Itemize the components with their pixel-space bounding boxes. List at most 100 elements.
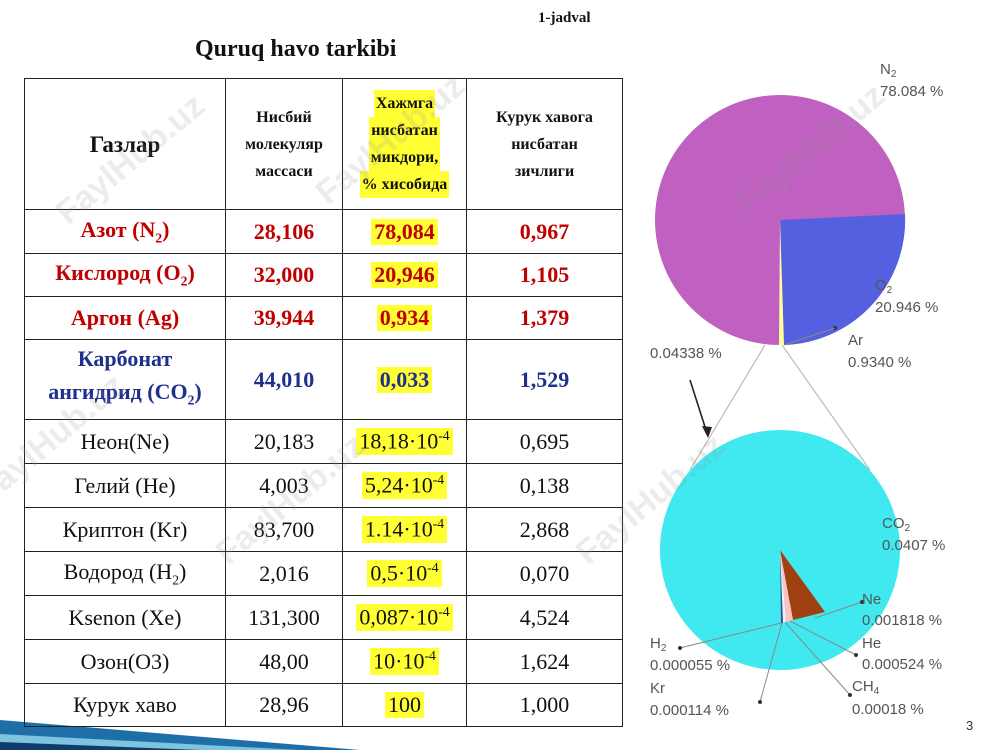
mass-cell: 2,016 — [225, 551, 343, 596]
value-he: 0.000524 % — [862, 656, 942, 673]
label-ar: Ar — [848, 332, 863, 349]
mass-cell: 83,700 — [225, 507, 343, 552]
header-text: зичлиги — [514, 162, 575, 180]
table-row: Ksenon (Xe) 131,300 0,087·10-4 4,524 — [24, 595, 623, 640]
gas-name: Озон(O3) — [24, 639, 226, 684]
value-n2: 78.084 % — [880, 83, 943, 100]
pie-slice-ne — [780, 550, 825, 620]
table-label: 1-jadval — [538, 10, 591, 26]
header-text: Курук хавога — [496, 108, 593, 126]
value-o2: 20.946 % — [875, 299, 938, 316]
label-ch4: CH4 — [852, 678, 880, 697]
table-row: Кислород (O2) 32,000 20,946 1,105 — [24, 253, 623, 297]
volume-cell: 0,5·10-4 — [342, 551, 467, 596]
mass-cell: 131,300 — [225, 595, 343, 640]
mass-cell: 32,000 — [225, 253, 343, 297]
gas-name: Гелий (He) — [24, 463, 226, 508]
gas-name: Кислород (O2) — [24, 253, 226, 297]
value-ch4: 0.00018 % — [852, 701, 924, 718]
value-kr: 0.000114 % — [650, 702, 729, 719]
header-text: Хажмга — [373, 90, 436, 117]
volume-cell: 0,033 — [342, 339, 467, 420]
header-text: нисбатан — [369, 117, 440, 144]
header-gases: Газлар — [24, 78, 226, 210]
table-row: Озон(O3) 48,00 10·10-4 1,624 — [24, 639, 623, 684]
gas-name: Карбонат ангидрид (CO2) — [24, 339, 226, 420]
pointer-arrow — [689, 379, 707, 431]
density-cell: 0,070 — [466, 551, 623, 596]
header-text: Нисбий — [256, 108, 312, 126]
table-row: Водород (H2) 2,016 0,5·10-4 0,070 — [24, 551, 623, 596]
label-h2: H2 — [650, 635, 667, 654]
header-density: Курук хавога нисбатан зичлиги — [466, 78, 623, 210]
volume-cell: 1.14·10-4 — [342, 507, 467, 552]
label-o2: O2 — [875, 277, 893, 296]
density-cell: 4,524 — [466, 595, 623, 640]
leader-dots — [678, 600, 864, 704]
density-cell: 1,105 — [466, 253, 623, 297]
volume-cell: 78,084 — [342, 209, 467, 254]
table-row: Неон(Ne) 20,183 18,18·10-4 0,695 — [24, 419, 623, 464]
connector-line — [689, 344, 766, 471]
header-text: нисбатан — [511, 135, 578, 153]
density-cell: 0,695 — [466, 419, 623, 464]
value-trace-gases: 0.04338 % — [650, 345, 722, 362]
pie-slice-ch4 — [780, 550, 786, 623]
table-row: Азот (N2) 28,106 78,084 0,967 — [24, 209, 623, 254]
label-ne: Ne — [862, 591, 881, 608]
label-co2: CO2 — [882, 515, 911, 534]
gas-name: Азот (N2) — [24, 209, 226, 254]
pie-slice-kr — [780, 550, 783, 623]
density-cell: 0,138 — [466, 463, 623, 508]
density-cell: 2,868 — [466, 507, 623, 552]
mass-cell: 28,96 — [225, 683, 343, 727]
gas-composition-table: Газлар Нисбий молекуляр массаси Хажмга н… — [24, 78, 623, 727]
pie-slice-ar — [779, 220, 784, 346]
header-volume-percent: Хажмга нисбатан микдори, % хисобида — [342, 78, 467, 210]
pie-slice-he — [780, 550, 793, 622]
mass-cell: 39,944 — [225, 296, 343, 340]
label-kr: Kr — [650, 680, 665, 697]
value-ne: 0.001818 % — [862, 612, 942, 629]
volume-cell: 5,24·10-4 — [342, 463, 467, 508]
volume-cell: 100 — [342, 683, 467, 727]
decorative-corner — [0, 720, 360, 750]
mass-cell: 28,106 — [225, 209, 343, 254]
leader-lines — [679, 601, 863, 703]
connector-line — [781, 344, 871, 471]
gas-name: Водород (H2) — [24, 551, 226, 596]
pie-slice-o2 — [780, 214, 906, 345]
table-row: Аргон (Ag) 39,944 0,934 1,379 — [24, 296, 623, 340]
arrow-head-icon — [702, 426, 712, 438]
composition-pie-charts: N2 78.084 % O2 20.946 % Ar 0.9340 % 0.04… — [650, 61, 945, 719]
header-text: микдори, — [368, 144, 441, 171]
mass-cell: 48,00 — [225, 639, 343, 684]
mass-cell: 44,010 — [225, 339, 343, 420]
table-header-row: Газлар Нисбий молекуляр массаси Хажмга н… — [24, 78, 623, 210]
table-row: Курук хаво 28,96 100 1,000 — [24, 683, 623, 727]
header-text: массаси — [255, 162, 313, 180]
gas-name: Курук хаво — [24, 683, 226, 727]
gas-name: Неон(Ne) — [24, 419, 226, 464]
value-co2: 0.0407 % — [882, 537, 945, 554]
label-he: He — [862, 635, 881, 652]
density-cell: 1,000 — [466, 683, 623, 727]
header-text: молекуляр — [245, 135, 323, 153]
gas-name: Аргон (Ag) — [24, 296, 226, 340]
table-row: Карбонат ангидрид (CO2) 44,010 0,033 1,5… — [24, 339, 623, 420]
volume-cell: 18,18·10-4 — [342, 419, 467, 464]
gas-name: Криптон (Kr) — [24, 507, 226, 552]
page-number: 3 — [966, 718, 974, 733]
volume-cell: 0,934 — [342, 296, 467, 340]
value-h2: 0.000055 % — [650, 657, 730, 674]
density-cell: 0,967 — [466, 209, 623, 254]
density-cell: 1,379 — [466, 296, 623, 340]
page-title: Quruq havo tarkibi — [195, 36, 397, 62]
volume-cell: 0,087·10-4 — [342, 595, 467, 640]
table-row: Криптон (Kr) 83,700 1.14·10-4 2,868 — [24, 507, 623, 552]
label-n2: N2 — [880, 61, 897, 80]
volume-cell: 20,946 — [342, 253, 467, 297]
header-molecular-mass: Нисбий молекуляр массаси — [225, 78, 343, 210]
value-ar: 0.9340 % — [848, 354, 911, 371]
table-row: Гелий (He) 4,003 5,24·10-4 0,138 — [24, 463, 623, 508]
